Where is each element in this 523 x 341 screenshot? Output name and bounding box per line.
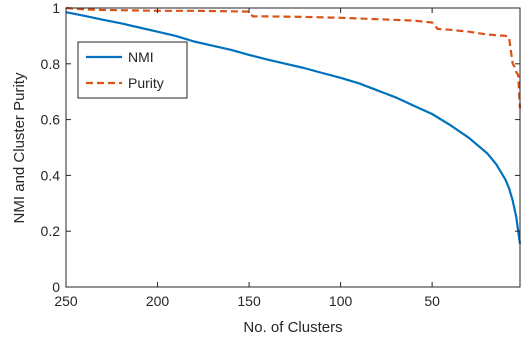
series-line-purity (65, 6, 522, 109)
series-line-nmi (65, 11, 522, 244)
x-tick-label: 150 (237, 293, 261, 309)
y-tick-label: 0.2 (41, 223, 61, 239)
y-tick-label: 1 (52, 0, 60, 16)
plot-area (65, 7, 521, 288)
legend-label-purity: Purity (128, 75, 164, 91)
y-tick-label: 0.6 (41, 112, 61, 128)
legend (77, 41, 188, 99)
x-axis-title: No. of Clusters (243, 319, 342, 336)
y-tick-label: 0 (52, 279, 60, 295)
y-tick-label: 0.8 (41, 56, 61, 72)
x-tick-label: 200 (146, 293, 170, 309)
x-tick-label: 50 (424, 293, 440, 309)
y-tick-label: 0.4 (41, 167, 61, 183)
y-axis-title: NMI and Cluster Purity (11, 72, 28, 223)
legend-label-nmi: NMI (128, 49, 154, 65)
x-tick-label: 100 (329, 293, 353, 309)
x-tick-label: 250 (54, 293, 78, 309)
